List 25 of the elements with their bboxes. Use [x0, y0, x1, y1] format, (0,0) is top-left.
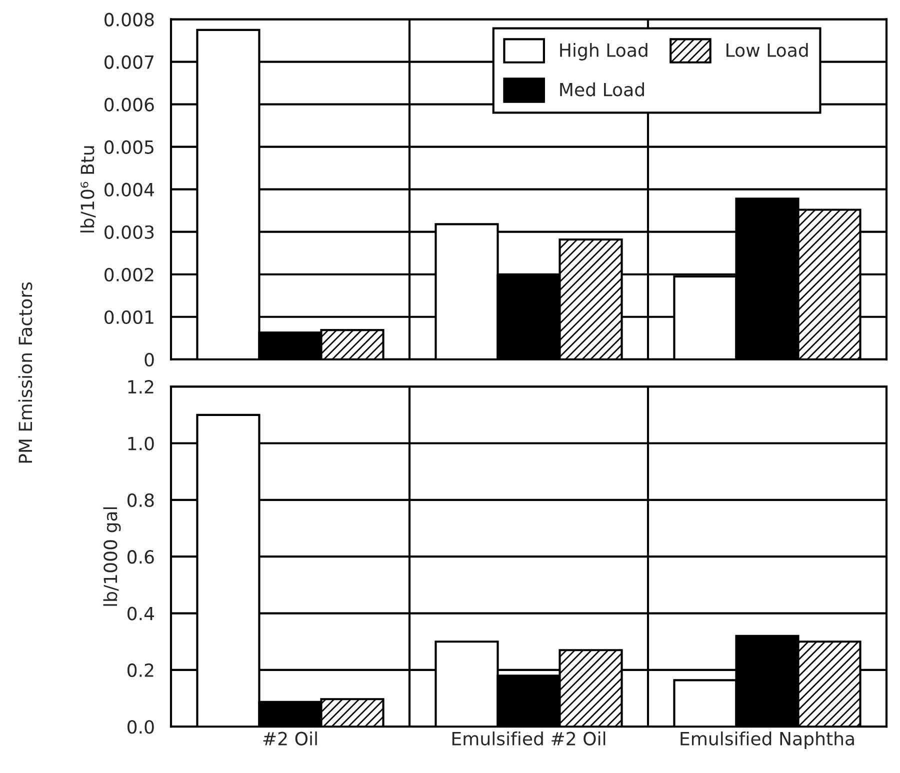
legend-label: Low Load — [726, 42, 808, 57]
x-tick-label: Emulsified Naphtha — [680, 731, 854, 749]
x-tick-label: #2 Oil — [263, 731, 317, 746]
y-tick-label: 0.006 — [104, 98, 154, 112]
y-tick-label: 0.001 — [104, 310, 154, 324]
y-tick-label: 0.008 — [104, 12, 154, 26]
text: PM Emission Factors — [18, 282, 32, 463]
y-tick-label: 0.2 — [128, 663, 154, 678]
y-tick-label: 0.6 — [128, 550, 154, 564]
x-tick-label: Emulsified #2 Oil — [452, 731, 606, 746]
y-tick-label: 0.003 — [104, 225, 154, 239]
y-axis-title: lb/1000 gal — [103, 507, 121, 606]
y-tick-label: 1.0 — [128, 436, 154, 450]
y-tick-label: 0.004 — [104, 182, 154, 196]
legend-label: High Load — [560, 42, 648, 60]
y-tick-label: 0.0 — [128, 720, 154, 734]
y-axis-title: lb/10⁶ Btu — [80, 146, 96, 232]
y-tick-label: 1.2 — [128, 380, 154, 394]
y-tick-label: 0.007 — [104, 55, 154, 69]
legend-label: Med Load — [560, 82, 644, 96]
y-tick-label: 0.8 — [128, 493, 154, 508]
y-tick-label: 0 — [144, 352, 154, 366]
y-tick-label: 0.002 — [104, 268, 154, 282]
y-tick-label: 0.4 — [128, 606, 154, 620]
y-tick-label: 0.005 — [104, 140, 154, 154]
